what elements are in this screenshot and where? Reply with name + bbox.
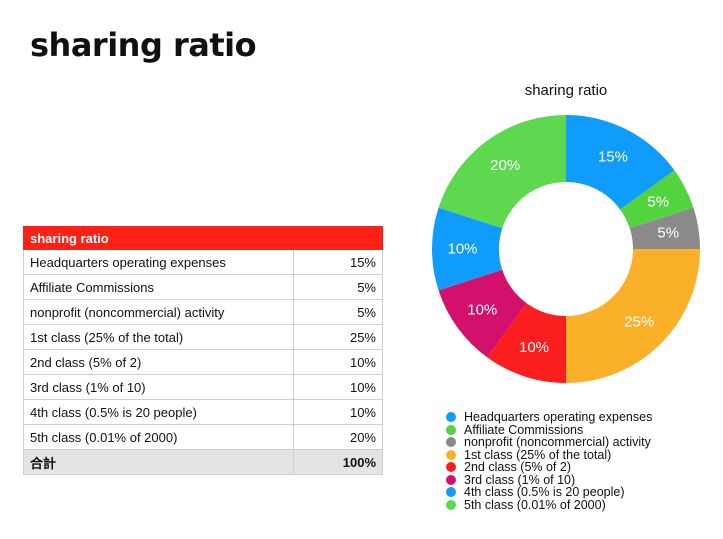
row-value: 10%	[293, 399, 383, 425]
slice-data-label: 5%	[657, 224, 679, 241]
total-value: 100%	[293, 449, 383, 475]
donut-chart: 15% 5% 5% 25% 10% 10% 10% 20%	[432, 115, 700, 383]
legend-label: Affiliate Commissions	[464, 422, 584, 437]
legend-label: 1st class (25% of the total)	[464, 447, 612, 462]
row-label: 3rd class (1% of 10)	[23, 374, 294, 400]
legend-label: 3rd class (1% of 10)	[464, 472, 576, 487]
table-row: 4th class (0.5% is 20 people) 10%	[23, 399, 383, 425]
table-row: 3rd class (1% of 10) 10%	[23, 374, 383, 400]
legend-swatch	[446, 412, 456, 423]
sharing-ratio-table: sharing ratio Headquarters operating exp…	[23, 226, 383, 475]
legend-label: 5th class (0.01% of 2000)	[464, 497, 606, 512]
legend-label: 4th class (0.5% is 20 people)	[464, 485, 625, 499]
legend-item: nonprofit (noncommercial) activity	[446, 436, 652, 449]
legend-item: 2nd class (5% of 2)	[446, 461, 652, 474]
row-label: 5th class (0.01% of 2000)	[23, 424, 294, 450]
table-row: 5th class (0.01% of 2000) 20%	[23, 424, 383, 450]
table-row: 1st class (25% of the total) 25%	[23, 324, 383, 350]
legend-swatch	[446, 499, 456, 510]
slice-data-label: 20%	[490, 157, 520, 174]
slice-data-label: 10%	[519, 339, 549, 356]
row-label: Headquarters operating expenses	[23, 249, 294, 275]
slice-data-label: 15%	[598, 148, 628, 165]
legend-swatch	[446, 424, 456, 435]
row-label: 4th class (0.5% is 20 people)	[23, 399, 294, 425]
table-row: Affiliate Commissions 5%	[23, 274, 383, 300]
legend-swatch	[446, 487, 456, 498]
legend-item: 4th class (0.5% is 20 people)	[446, 486, 652, 499]
donut-slice	[487, 303, 566, 383]
legend-label: 2nd class (5% of 2)	[464, 460, 571, 474]
table-total-row: 合計 100%	[23, 449, 383, 475]
legend-swatch	[446, 474, 456, 485]
row-label: Affiliate Commissions	[23, 274, 294, 300]
total-label: 合計	[23, 449, 294, 475]
table-header-row: sharing ratio	[23, 226, 383, 250]
table-row: 2nd class (5% of 2) 10%	[23, 349, 383, 375]
legend-swatch	[446, 449, 456, 460]
donut-slice	[566, 249, 700, 383]
donut-slice	[438, 115, 566, 229]
legend-label: nonprofit (noncommercial) activity	[464, 435, 651, 449]
row-value: 15%	[293, 249, 383, 275]
legend-swatch	[446, 462, 456, 473]
slice-data-label: 5%	[647, 194, 669, 211]
legend-label: Headquarters operating expenses	[464, 410, 653, 424]
row-label: nonprofit (noncommercial) activity	[23, 299, 294, 325]
donut-slice	[620, 170, 694, 229]
table-row: nonprofit (noncommercial) activity 5%	[23, 299, 383, 325]
row-value: 10%	[293, 349, 383, 375]
chart-title: sharing ratio	[524, 82, 608, 99]
row-value: 10%	[293, 374, 383, 400]
row-value: 25%	[293, 324, 383, 350]
row-value: 20%	[293, 424, 383, 450]
row-value: 5%	[293, 299, 383, 325]
donut-slice	[438, 269, 527, 358]
donut-slice	[432, 207, 503, 291]
chart-legend: Headquarters operating expenses Affiliate…	[446, 411, 652, 511]
legend-item: 1st class (25% of the total)	[446, 447, 652, 462]
row-label: 2nd class (5% of 2)	[23, 349, 294, 375]
legend-item: 3rd class (1% of 10)	[446, 472, 652, 487]
donut-slice	[566, 115, 675, 210]
legend-item: Headquarters operating expenses	[446, 411, 652, 424]
slice-data-label: 10%	[447, 241, 477, 258]
slice-data-label: 10%	[467, 301, 497, 318]
table-row: Headquarters operating expenses 15%	[23, 249, 383, 275]
legend-swatch	[446, 437, 456, 448]
donut-slice	[629, 207, 700, 249]
table-header: sharing ratio	[23, 226, 383, 250]
row-value: 5%	[293, 274, 383, 300]
row-label: 1st class (25% of the total)	[23, 324, 294, 350]
legend-item: Affiliate Commissions	[446, 422, 652, 437]
legend-item: 5th class (0.01% of 2000)	[446, 497, 652, 512]
slice-data-label: 25%	[624, 314, 654, 331]
page-title: sharing ratio	[30, 26, 257, 64]
